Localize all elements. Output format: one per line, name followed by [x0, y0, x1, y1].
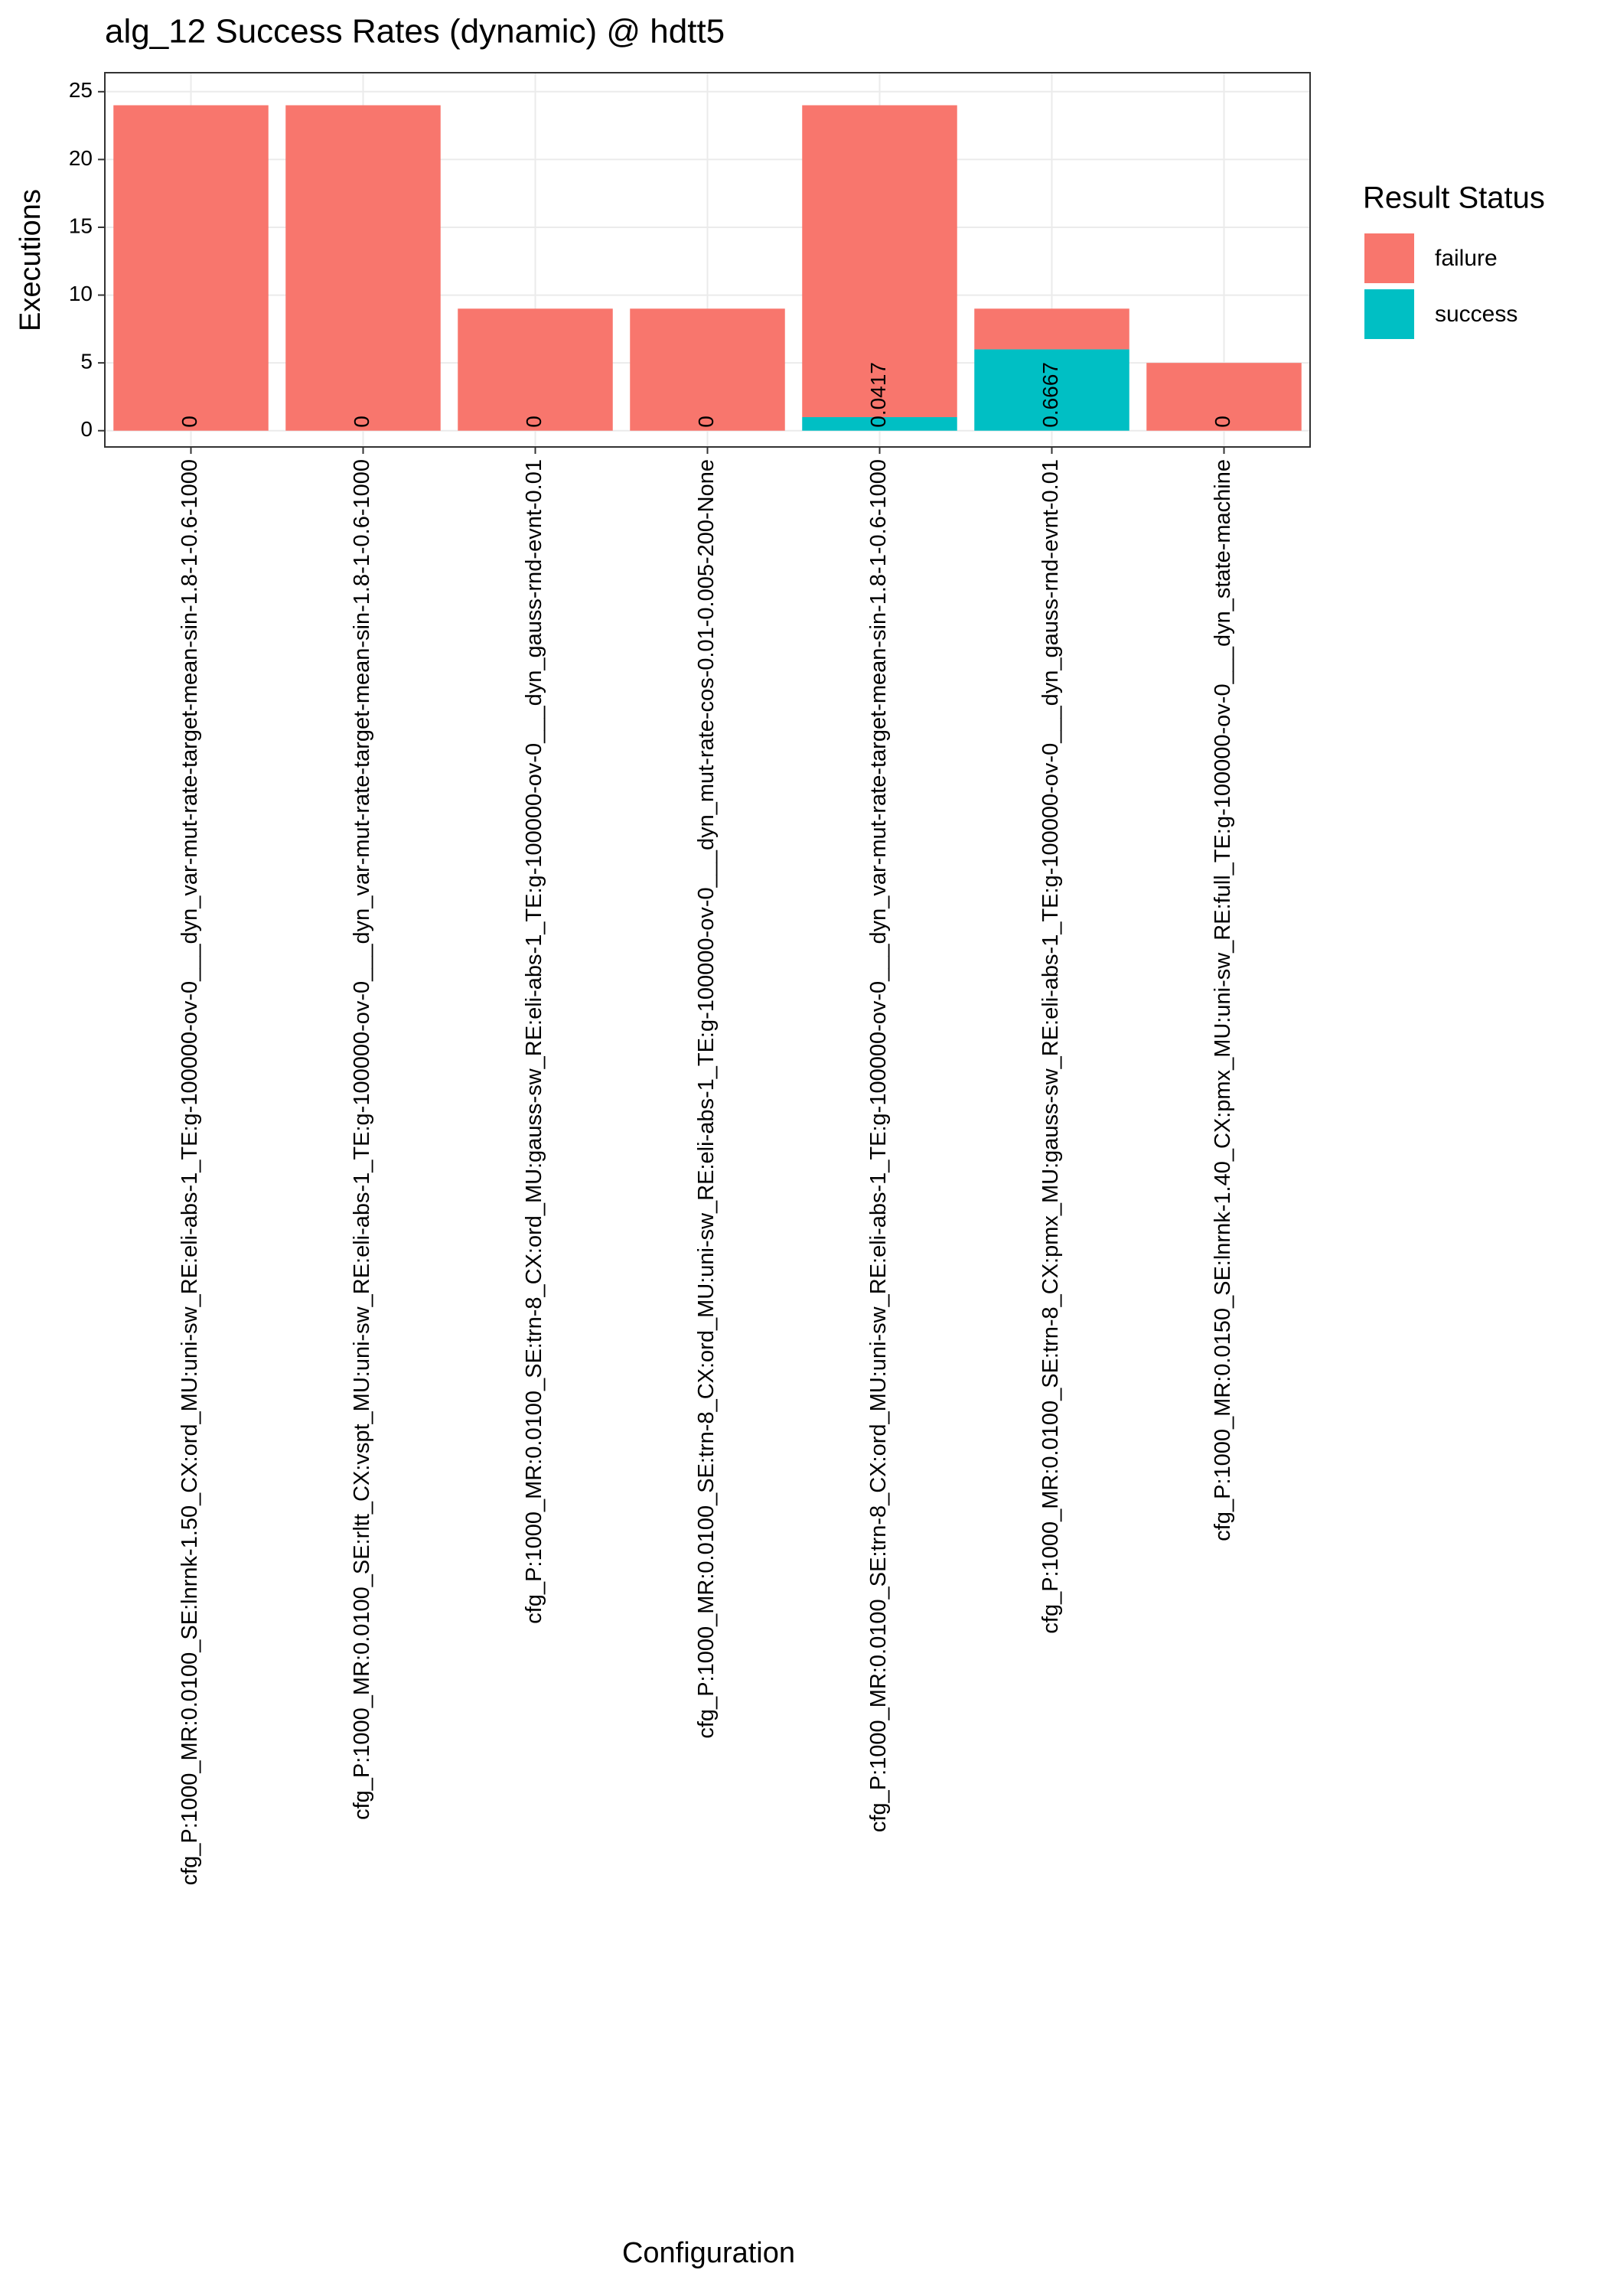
- bar: [458, 308, 613, 431]
- legend-label: failure: [1435, 246, 1498, 271]
- legend-key: [1364, 233, 1414, 283]
- x-tick-label: cfg_P:1000_MR:0.0100_SE:trn-8_CX:ord_MU:…: [866, 459, 891, 1832]
- bar: [802, 105, 957, 418]
- value-label: 0.0417: [866, 362, 890, 428]
- x-axis-title: Configuration: [622, 2237, 795, 2269]
- value-label: 0: [350, 416, 373, 428]
- value-label: 0: [1211, 416, 1234, 428]
- x-tick-label: cfg_P:1000_MR:0.0100_SE:lnrnk-1.50_CX:or…: [178, 459, 202, 1885]
- value-label: 0.6667: [1038, 362, 1062, 428]
- y-axis-title: Executions: [15, 189, 47, 331]
- bar: [974, 349, 1129, 431]
- bar: [630, 308, 785, 431]
- value-label: 0: [178, 416, 201, 428]
- plot-border: [104, 72, 1311, 448]
- y-tick-label: 20: [69, 146, 93, 170]
- legend-label: success: [1435, 302, 1517, 327]
- bar: [285, 105, 441, 431]
- y-tick-label: 5: [80, 350, 93, 373]
- bar: [113, 105, 269, 431]
- legend-key: [1364, 289, 1414, 339]
- bar: [1146, 363, 1302, 431]
- x-tick-label: cfg_P:1000_MR:0.0100_SE:trn-8_CX:ord_MU:…: [694, 459, 719, 1739]
- y-tick-label: 10: [69, 282, 93, 305]
- x-tick-label: cfg_P:1000_MR:0.0100_SE:trn-8_CX:pmx_MU:…: [1038, 459, 1063, 1634]
- y-tick-label: 15: [69, 214, 93, 237]
- value-label: 0: [694, 416, 718, 428]
- legend-title: Result Status: [1363, 181, 1545, 215]
- bar: [974, 308, 1129, 350]
- bar: [802, 417, 957, 431]
- chart-title: alg_12 Success Rates (dynamic) @ hdtt5: [105, 13, 725, 51]
- value-label: 0: [522, 416, 546, 428]
- y-tick-label: 0: [80, 417, 93, 441]
- y-tick-label: 25: [69, 78, 93, 102]
- x-tick-label: cfg_P:1000_MR:0.0150_SE:lnrnk-1.40_CX:pm…: [1211, 459, 1235, 1541]
- x-tick-label: cfg_P:1000_MR:0.0100_SE:rltt_CX:vspt_MU:…: [350, 459, 374, 1820]
- x-tick-label: cfg_P:1000_MR:0.0100_SE:trn-8_CX:ord_MU:…: [522, 459, 546, 1624]
